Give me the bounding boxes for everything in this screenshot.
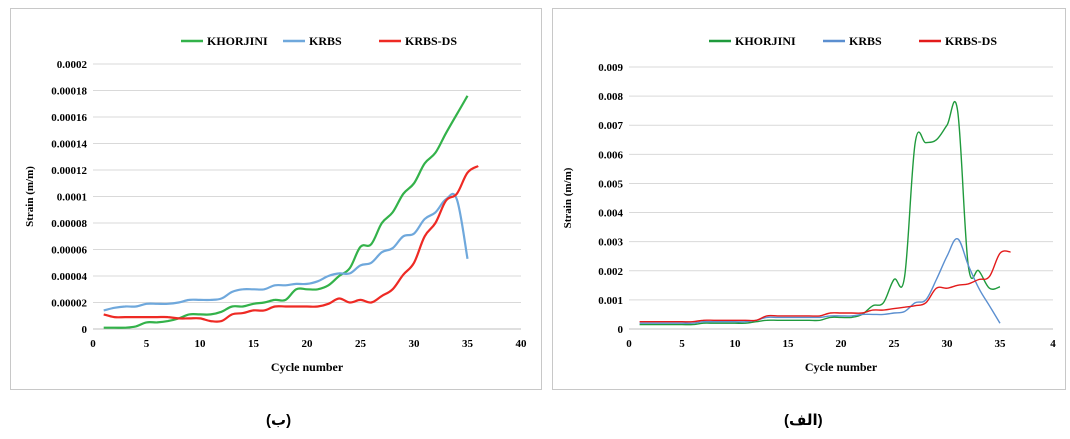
x-axis-label: Cycle number bbox=[805, 360, 878, 374]
series-line-krbs bbox=[103, 192, 469, 312]
series-line-krbs-ds bbox=[103, 165, 479, 323]
chart-b: 0 0.00002 0.00004 0.00006 0.00008 0.0001 0.000… bbox=[24, 34, 528, 374]
x-tick-label: 30 bbox=[409, 338, 421, 350]
x-tick-label: 5 bbox=[144, 338, 150, 350]
y-tick-label: 0.006 bbox=[598, 149, 623, 161]
legend-label: KRBS bbox=[849, 34, 882, 48]
series-line-krbs-ds bbox=[639, 250, 1011, 323]
y-tick-label: 0.00004 bbox=[51, 271, 87, 283]
y-tick-label: 0 bbox=[618, 324, 624, 336]
x-tick-label: 35 bbox=[995, 338, 1007, 350]
y-axis-label: Strain (m/m) bbox=[24, 166, 36, 227]
y-tick-label: 0.00014 bbox=[51, 139, 87, 151]
x-tick-label: 5 bbox=[679, 338, 685, 350]
caption-b: (ب) bbox=[266, 412, 292, 429]
y-tick-label: 0.004 bbox=[598, 208, 623, 220]
caption-alef: (الف) bbox=[784, 412, 823, 429]
x-tick-label: 35 bbox=[462, 338, 474, 350]
y-tick-label: 0.003 bbox=[598, 237, 623, 249]
x-tick-label: 10 bbox=[730, 338, 742, 350]
chart-panel-b: 0 0.00002 0.00004 0.00006 0.00008 0.0001 0.000… bbox=[10, 8, 542, 390]
series-line-khorjini bbox=[103, 95, 469, 329]
chart-alef: 0 0.001 0.002 0.003 0.004 0.005 0.006 0.007 0.00… bbox=[562, 34, 1056, 374]
legend-label: KHORJINI bbox=[207, 34, 268, 48]
y-tick-label: 0.00006 bbox=[51, 245, 87, 257]
x-tick-label: 10 bbox=[195, 338, 207, 350]
y-tick-label: 0.0002 bbox=[57, 59, 88, 71]
y-axis-label: Strain (m/m) bbox=[562, 167, 574, 228]
y-tick-label: 0 bbox=[82, 324, 88, 336]
legend-label: KRBS-DS bbox=[945, 34, 997, 48]
x-tick-label: 20 bbox=[302, 338, 314, 350]
x-tick-label: 0 bbox=[626, 338, 632, 350]
y-tick-label: 0.002 bbox=[598, 266, 623, 278]
y-tick-label: 0.008 bbox=[598, 91, 623, 103]
x-tick-label: 25 bbox=[889, 338, 901, 350]
x-tick-label: 15 bbox=[783, 338, 795, 350]
y-tick-label: 0.00018 bbox=[51, 86, 87, 98]
x-tick-label: 4 bbox=[1050, 338, 1056, 350]
x-tick-label: 15 bbox=[248, 338, 260, 350]
legend-label: KRBS-DS bbox=[405, 34, 457, 48]
y-tick-label: 0.009 bbox=[598, 62, 623, 74]
y-tick-label: 0.00016 bbox=[51, 112, 87, 124]
y-tick-label: 0.00012 bbox=[51, 165, 87, 177]
series-line-khorjini bbox=[639, 101, 1001, 326]
chart-panel-alef: 0 0.001 0.002 0.003 0.004 0.005 0.006 0.007 0.00… bbox=[552, 8, 1066, 390]
y-tick-label: 0.00008 bbox=[51, 218, 87, 230]
x-tick-label: 20 bbox=[836, 338, 848, 350]
y-tick-label: 0.00002 bbox=[51, 298, 87, 310]
y-tick-label: 0.0001 bbox=[57, 192, 87, 204]
legend-label: KRBS bbox=[309, 34, 342, 48]
x-tick-label: 25 bbox=[355, 338, 367, 350]
legend-label: KHORJINI bbox=[735, 34, 796, 48]
x-tick-label: 40 bbox=[516, 338, 528, 350]
y-tick-label: 0.007 bbox=[598, 120, 623, 132]
y-tick-label: 0.005 bbox=[598, 178, 623, 190]
x-axis-label: Cycle number bbox=[271, 360, 344, 374]
series-line-krbs bbox=[639, 238, 1001, 324]
x-tick-label: 30 bbox=[942, 338, 954, 350]
y-tick-label: 0.001 bbox=[598, 295, 623, 307]
x-tick-label: 0 bbox=[90, 338, 96, 350]
